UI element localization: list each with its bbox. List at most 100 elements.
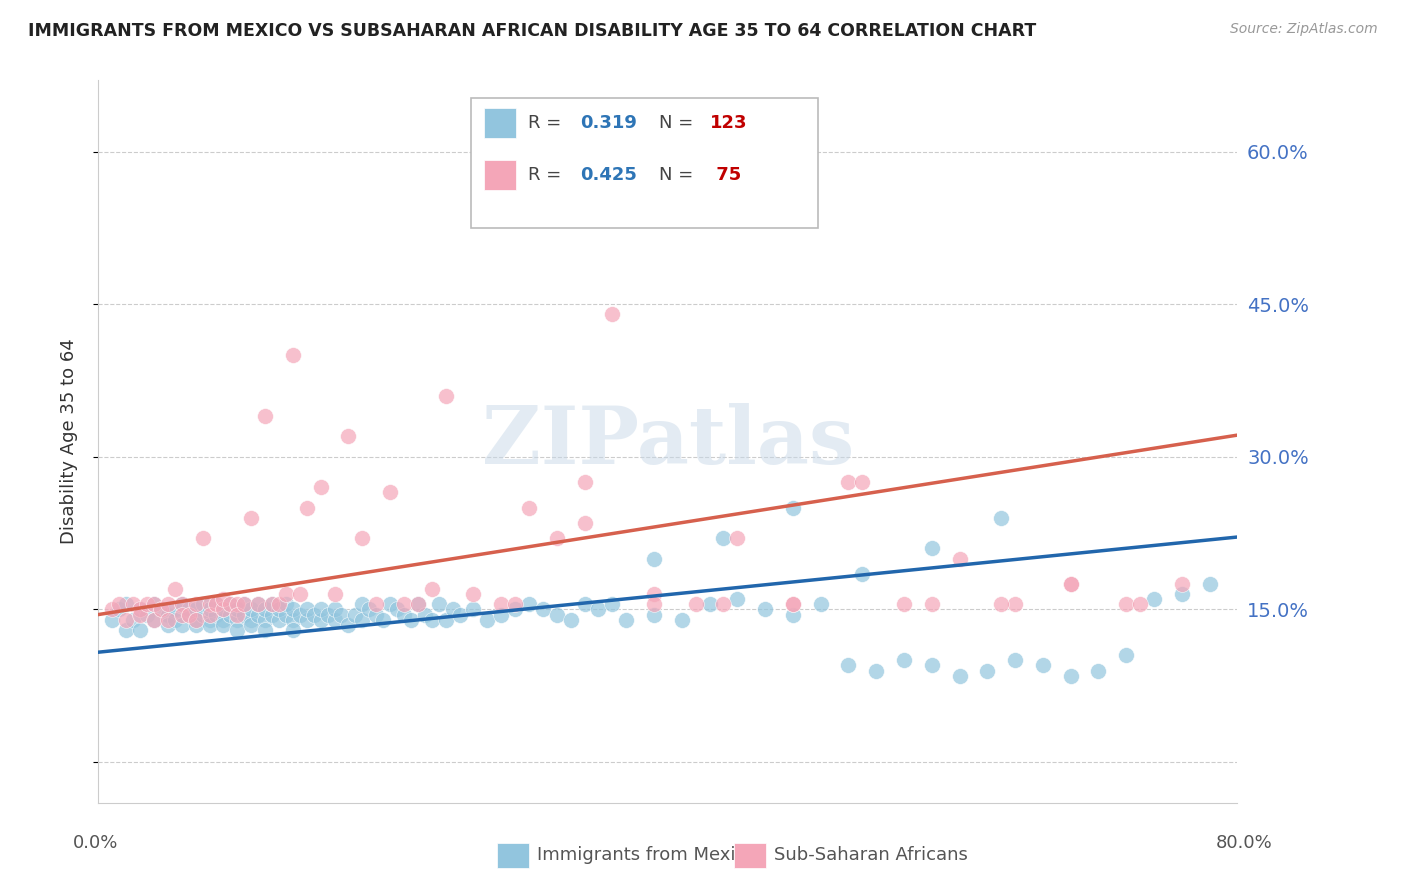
- Point: [129, 623, 152, 637]
- Point: [614, 613, 637, 627]
- Point: [392, 598, 415, 612]
- Point: [274, 607, 297, 622]
- Point: [260, 607, 283, 622]
- Point: [427, 598, 450, 612]
- Point: [184, 602, 207, 616]
- Point: [725, 531, 748, 545]
- Y-axis label: Disability Age 35 to 64: Disability Age 35 to 64: [59, 339, 77, 544]
- Point: [184, 617, 207, 632]
- Point: [254, 409, 277, 423]
- Point: [170, 598, 193, 612]
- Point: [463, 587, 485, 601]
- Text: IMMIGRANTS FROM MEXICO VS SUBSAHARAN AFRICAN DISABILITY AGE 35 TO 64 CORRELATION: IMMIGRANTS FROM MEXICO VS SUBSAHARAN AFR…: [28, 22, 1036, 40]
- Point: [399, 613, 422, 627]
- Point: [281, 348, 304, 362]
- Text: Immigrants from Mexico: Immigrants from Mexico: [537, 846, 756, 863]
- Point: [281, 602, 304, 616]
- Point: [921, 541, 943, 556]
- Point: [177, 607, 200, 622]
- Point: [156, 607, 179, 622]
- Point: [212, 602, 235, 616]
- Text: R =: R =: [527, 114, 567, 132]
- Point: [177, 607, 200, 622]
- Point: [108, 602, 131, 616]
- Point: [295, 602, 318, 616]
- Point: [129, 602, 152, 616]
- Point: [247, 598, 270, 612]
- Point: [184, 613, 207, 627]
- Point: [295, 613, 318, 627]
- Point: [434, 389, 457, 403]
- Point: [295, 500, 318, 515]
- Point: [323, 587, 346, 601]
- Point: [226, 602, 249, 616]
- Point: [115, 598, 138, 612]
- Point: [352, 613, 374, 627]
- Text: 0.319: 0.319: [581, 114, 637, 132]
- Point: [1129, 598, 1152, 612]
- Point: [441, 602, 464, 616]
- Point: [337, 617, 360, 632]
- Point: [288, 607, 311, 622]
- Point: [588, 602, 610, 616]
- Point: [366, 598, 388, 612]
- Point: [1115, 648, 1137, 663]
- Point: [1170, 577, 1192, 591]
- Point: [212, 617, 235, 632]
- Point: [330, 607, 353, 622]
- Point: [129, 602, 152, 616]
- Point: [699, 598, 721, 612]
- Point: [233, 598, 256, 612]
- Point: [143, 598, 166, 612]
- Point: [754, 602, 776, 616]
- Point: [392, 607, 415, 622]
- Point: [851, 566, 873, 581]
- Point: [378, 598, 401, 612]
- Point: [713, 598, 735, 612]
- Point: [233, 598, 256, 612]
- Point: [247, 598, 270, 612]
- Point: [865, 664, 887, 678]
- Point: [143, 598, 166, 612]
- Point: [725, 592, 748, 607]
- Point: [274, 598, 297, 612]
- Point: [643, 551, 665, 566]
- Point: [406, 598, 429, 612]
- Point: [1059, 577, 1081, 591]
- Point: [170, 607, 193, 622]
- Point: [163, 582, 186, 596]
- Text: ZIPatlas: ZIPatlas: [482, 402, 853, 481]
- Point: [170, 598, 193, 612]
- Point: [574, 475, 596, 490]
- Point: [260, 598, 283, 612]
- Point: [143, 613, 166, 627]
- Point: [643, 598, 665, 612]
- Point: [1059, 668, 1081, 682]
- Point: [990, 511, 1012, 525]
- Point: [219, 598, 242, 612]
- Point: [254, 623, 277, 637]
- Point: [226, 613, 249, 627]
- Point: [205, 607, 228, 622]
- Point: [893, 598, 915, 612]
- Point: [546, 531, 568, 545]
- Point: [503, 602, 526, 616]
- Text: 0.0%: 0.0%: [73, 834, 118, 852]
- Point: [240, 613, 263, 627]
- Point: [893, 653, 915, 667]
- Point: [671, 613, 693, 627]
- Point: [420, 582, 443, 596]
- Point: [129, 607, 152, 622]
- Point: [477, 613, 499, 627]
- Point: [574, 516, 596, 530]
- Point: [948, 551, 970, 566]
- Point: [560, 613, 582, 627]
- Bar: [485, 108, 516, 138]
- Point: [517, 598, 540, 612]
- Point: [782, 500, 804, 515]
- Point: [184, 598, 207, 612]
- Point: [449, 607, 471, 622]
- Point: [267, 602, 290, 616]
- Text: 75: 75: [710, 166, 741, 184]
- Point: [309, 602, 332, 616]
